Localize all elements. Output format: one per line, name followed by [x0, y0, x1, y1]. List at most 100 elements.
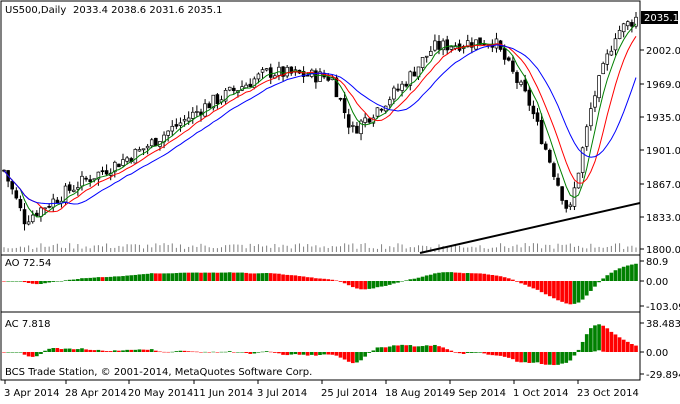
- x-axis: 3 Apr 2014 28 Apr 2014 20 May 2014 11 Ju…: [4, 380, 639, 399]
- ao-bar: [162, 273, 166, 281]
- ao-bar: [597, 281, 601, 283]
- ma-slow-line: [3, 44, 637, 205]
- ao-bar: [494, 275, 499, 281]
- ao-histogram: [2, 263, 638, 305]
- ac-bar: [309, 352, 314, 355]
- candle-body: [289, 66, 294, 74]
- ac-y-tick: 0.00: [646, 348, 668, 359]
- ac-bar: [449, 350, 454, 352]
- ac-bar: [597, 324, 601, 351]
- current-price-label: 2035.1: [644, 13, 679, 24]
- ao-bar: [371, 281, 376, 289]
- candle-body: [449, 46, 454, 50]
- candle-body: [580, 147, 585, 173]
- price-label-box: [641, 11, 678, 24]
- ao-bar: [227, 272, 232, 281]
- candle-body: [281, 66, 285, 77]
- ac-bar: [433, 344, 437, 352]
- ao-bar: [338, 281, 343, 282]
- ao-bar: [580, 281, 585, 300]
- ao-bar: [30, 281, 35, 284]
- candle-body: [527, 89, 532, 106]
- x-tick: 20 May 2014: [128, 388, 193, 399]
- ac-bar: [223, 351, 228, 353]
- volume-bars: [3, 243, 637, 252]
- ac-bar: [527, 352, 532, 363]
- trend-line[interactable]: [419, 202, 641, 254]
- ao-bar: [10, 281, 15, 282]
- ac-bar: [117, 350, 121, 352]
- ac-bar: [543, 352, 548, 365]
- candle-body: [552, 163, 556, 177]
- main-y-axis: 2002.0 1969.0 1935.0 1901.0 1867.0 1833.…: [640, 46, 680, 256]
- ac-bar: [39, 352, 43, 354]
- ac-bar: [129, 349, 134, 352]
- candle-body: [256, 73, 261, 80]
- ao-bar: [457, 272, 462, 281]
- ao-bar: [125, 275, 129, 281]
- candle-body: [548, 149, 552, 163]
- ac-bar: [186, 351, 191, 352]
- ao-bar: [80, 278, 84, 281]
- candle-body: [26, 221, 31, 225]
- x-tick: 11 Jun 2014: [193, 388, 253, 399]
- ao-bar: [166, 273, 170, 281]
- x-tick: 28 Apr 2014: [65, 388, 127, 399]
- ao-bar: [420, 276, 425, 281]
- y-tick: 1800.0: [646, 245, 680, 256]
- ao-bar: [231, 272, 236, 281]
- ac-bar: [552, 352, 556, 366]
- ac-bar: [363, 352, 367, 357]
- ao-bar: [281, 274, 285, 281]
- ac-bar: [346, 352, 351, 362]
- candle-body: [260, 69, 265, 73]
- ac-bar: [195, 351, 199, 353]
- ac-bar: [470, 352, 474, 353]
- ac-bar: [149, 349, 154, 352]
- candle-body: [630, 22, 634, 27]
- ao-bar: [424, 275, 429, 281]
- ao-bar: [515, 281, 519, 282]
- ac-bar: [474, 352, 478, 353]
- ac-bar: [634, 345, 638, 352]
- ac-bar: [506, 352, 511, 358]
- ac-bar: [260, 351, 265, 353]
- ac-bar: [236, 352, 240, 353]
- ac-bar: [59, 349, 64, 352]
- ao-bar: [88, 277, 93, 281]
- ac-bar: [609, 331, 614, 352]
- ao-bar: [330, 279, 335, 281]
- ac-bar: [404, 345, 409, 352]
- ac-bar: [502, 352, 507, 357]
- ao-bar: [223, 272, 228, 281]
- ao-bar: [408, 279, 413, 281]
- ao-bar: [617, 268, 622, 281]
- ac-bar: [519, 352, 523, 363]
- ac-bar: [412, 346, 417, 352]
- candle-body: [502, 48, 507, 60]
- ao-bar: [190, 272, 195, 281]
- ao-y-tick: 0.00: [646, 277, 668, 288]
- candle-body: [166, 130, 170, 136]
- candle-body: [601, 63, 605, 75]
- candle-body: [621, 23, 626, 33]
- candle-body: [441, 40, 445, 51]
- ao-bar: [519, 281, 523, 284]
- ao-bar: [186, 272, 191, 281]
- ac-bar: [318, 352, 322, 355]
- ao-bar: [63, 280, 68, 281]
- ao-bar: [634, 263, 638, 281]
- ac-bar: [625, 341, 630, 352]
- ao-bar: [314, 278, 318, 281]
- ac-bar: [145, 349, 150, 352]
- ao-bar: [137, 274, 142, 281]
- candle-body: [318, 71, 322, 82]
- ao-bar: [289, 275, 294, 281]
- ac-bar: [515, 352, 519, 362]
- x-tick: 3 Jul 2014: [257, 388, 307, 399]
- ac-bar: [314, 352, 318, 356]
- candle-body: [154, 137, 158, 147]
- ao-bar: [482, 273, 486, 281]
